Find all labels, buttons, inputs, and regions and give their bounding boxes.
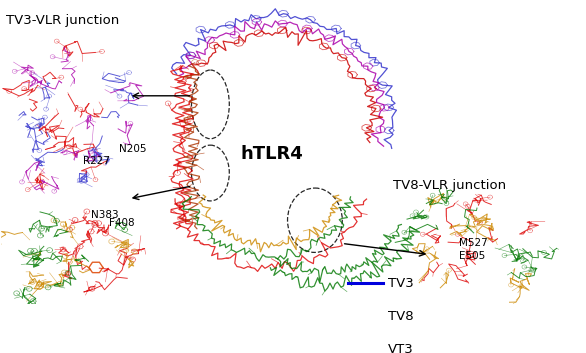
- Text: TV8: TV8: [388, 310, 414, 323]
- Text: R227: R227: [83, 156, 110, 167]
- Text: hTLR4: hTLR4: [241, 145, 304, 163]
- Text: E505: E505: [459, 251, 485, 261]
- Text: TV3: TV3: [388, 277, 414, 289]
- Text: M527: M527: [459, 238, 488, 248]
- Text: F408: F408: [109, 218, 135, 228]
- Text: VT3: VT3: [388, 343, 414, 353]
- Text: N205: N205: [119, 144, 146, 154]
- Text: TV8-VLR junction: TV8-VLR junction: [393, 179, 506, 192]
- Text: TV3-VLR junction: TV3-VLR junction: [6, 14, 120, 27]
- Text: N383: N383: [91, 210, 118, 220]
